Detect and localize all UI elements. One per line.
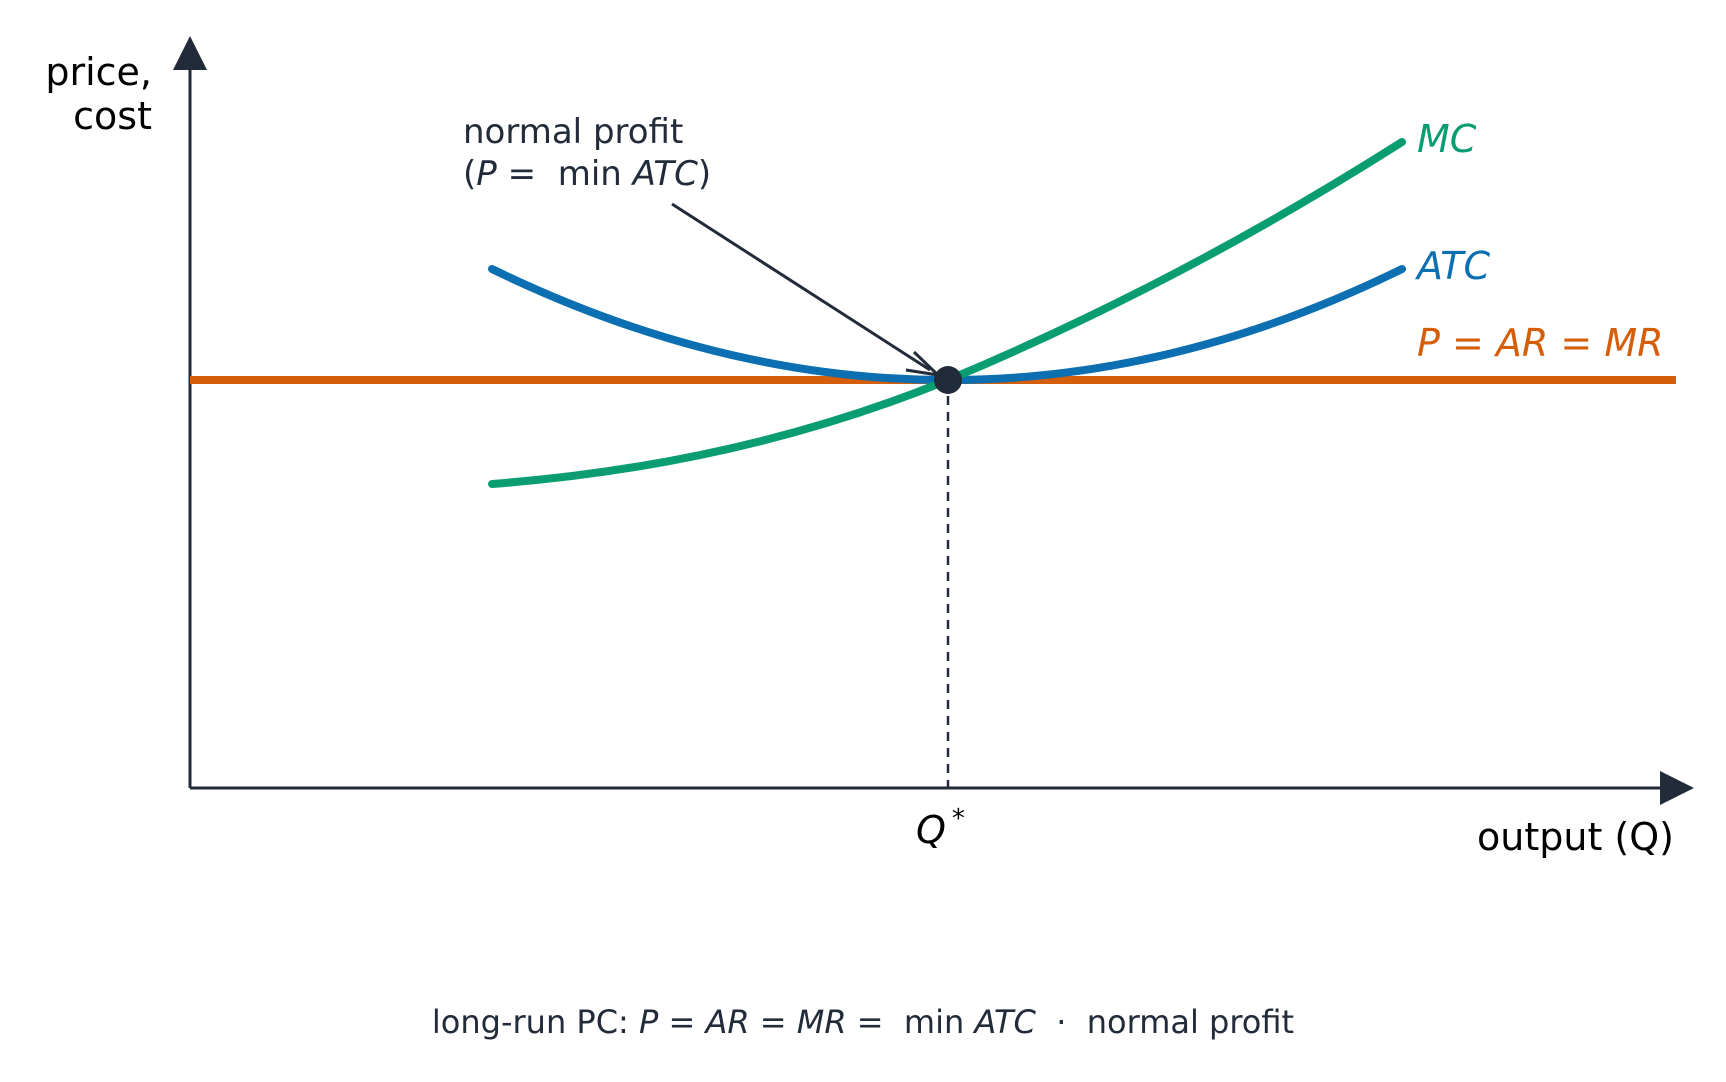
price-label-p: P <box>1417 321 1440 365</box>
caption-prefix: long-run PC: <box>432 1003 639 1041</box>
mc-label: MC <box>1417 117 1477 161</box>
annotation-eq: = min <box>497 154 633 194</box>
annotation-atc: ATC <box>631 154 699 194</box>
price-label-ar: AR <box>1493 321 1548 365</box>
caption-p: P <box>639 1003 659 1041</box>
atc-label: ATC <box>1414 244 1490 288</box>
y-axis-label-line2: cost <box>73 94 152 138</box>
annotation-open-paren: ( <box>463 154 476 194</box>
price-label-eq2: = <box>1548 321 1604 365</box>
price-label-eq1: = <box>1440 321 1496 365</box>
annotation-p: P <box>476 154 497 194</box>
caption-eq3: = min <box>847 1003 975 1041</box>
q-star-q: Q <box>916 808 946 852</box>
annotation-line1: normal profit <box>463 112 683 152</box>
price-line-label: P = AR = MR <box>1417 321 1664 365</box>
atc-curve <box>488 265 1406 385</box>
y-axis-label-line1: price, <box>45 50 152 94</box>
caption-atc: ATC <box>972 1003 1036 1041</box>
annotation-close-paren: ) <box>698 154 711 194</box>
caption-ar: AR <box>703 1003 749 1041</box>
q-star-superscript: * <box>952 804 965 834</box>
x-axis-label: output (Q) <box>1477 815 1674 859</box>
annotation-line2: (P = min ATC) <box>463 154 711 194</box>
annotation-arrow-shaft <box>671 202 931 372</box>
x-axis-arrowhead <box>1660 771 1694 805</box>
price-label-mr: MR <box>1604 321 1663 365</box>
equilibrium-point <box>934 366 962 394</box>
caption-suffix: normal profit <box>1087 1003 1294 1041</box>
y-axis-arrowhead <box>173 36 207 70</box>
caption-mr: MR <box>797 1003 847 1041</box>
annotation-arrowhead <box>905 350 943 378</box>
caption-sep: · <box>1036 1003 1087 1041</box>
q-star-label: Q * <box>916 804 965 852</box>
caption-eq1: = <box>658 1003 705 1041</box>
caption-eq2: = <box>750 1003 797 1041</box>
caption: long-run PC: P = AR = MR = min ATC · nor… <box>432 1003 1294 1041</box>
